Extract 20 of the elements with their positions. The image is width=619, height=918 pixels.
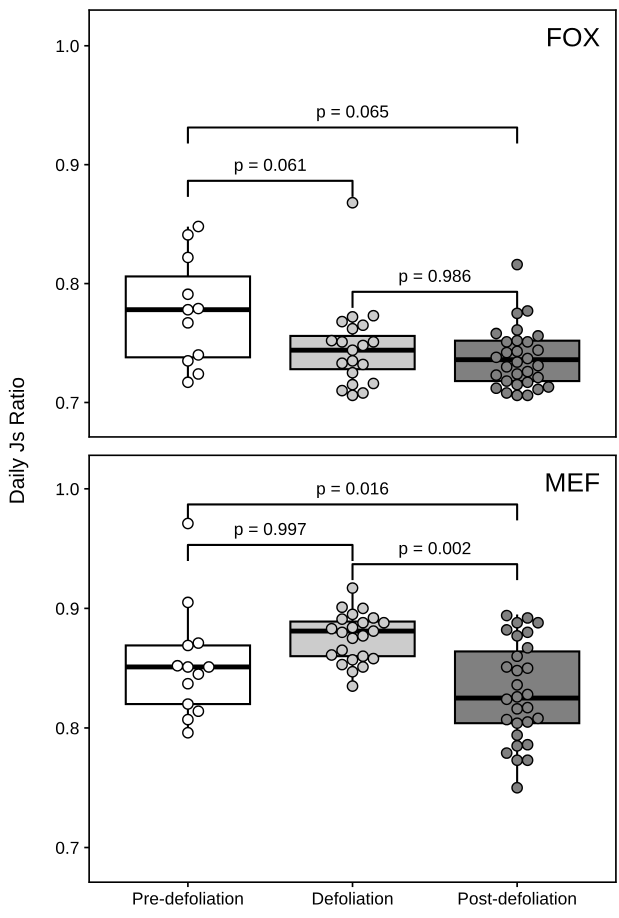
y-tick-label: 1.0: [56, 40, 79, 52]
x-tick-label: Post-defoliation: [458, 892, 576, 905]
y-tick-label: 0.9: [56, 602, 79, 615]
y-tick-label: 0.8: [56, 278, 79, 290]
x-tick-label: Pre-defoliation: [133, 892, 243, 905]
y-tick-label: 0.7: [56, 842, 79, 854]
annotation: p = 0.997: [234, 522, 306, 539]
annotation: p = 0.061: [234, 158, 306, 174]
text: FOX: [548, 28, 600, 47]
annotation: p = 0.002: [400, 542, 470, 558]
y-tick-label: 0.8: [56, 722, 79, 734]
y-tick-label: 0.9: [56, 158, 79, 172]
y-tick-label: 1.0: [56, 482, 79, 496]
annotation: p = 0.016: [317, 482, 388, 498]
y-tick-label: 0.7: [56, 396, 79, 409]
text: MEF: [546, 473, 600, 492]
annotation: p = 0.065: [317, 105, 388, 122]
annotation: p = 0.986: [400, 270, 471, 286]
y-axis-title: Daily Js Ratio: [8, 378, 28, 503]
x-tick-label: Defoliation: [312, 892, 392, 905]
